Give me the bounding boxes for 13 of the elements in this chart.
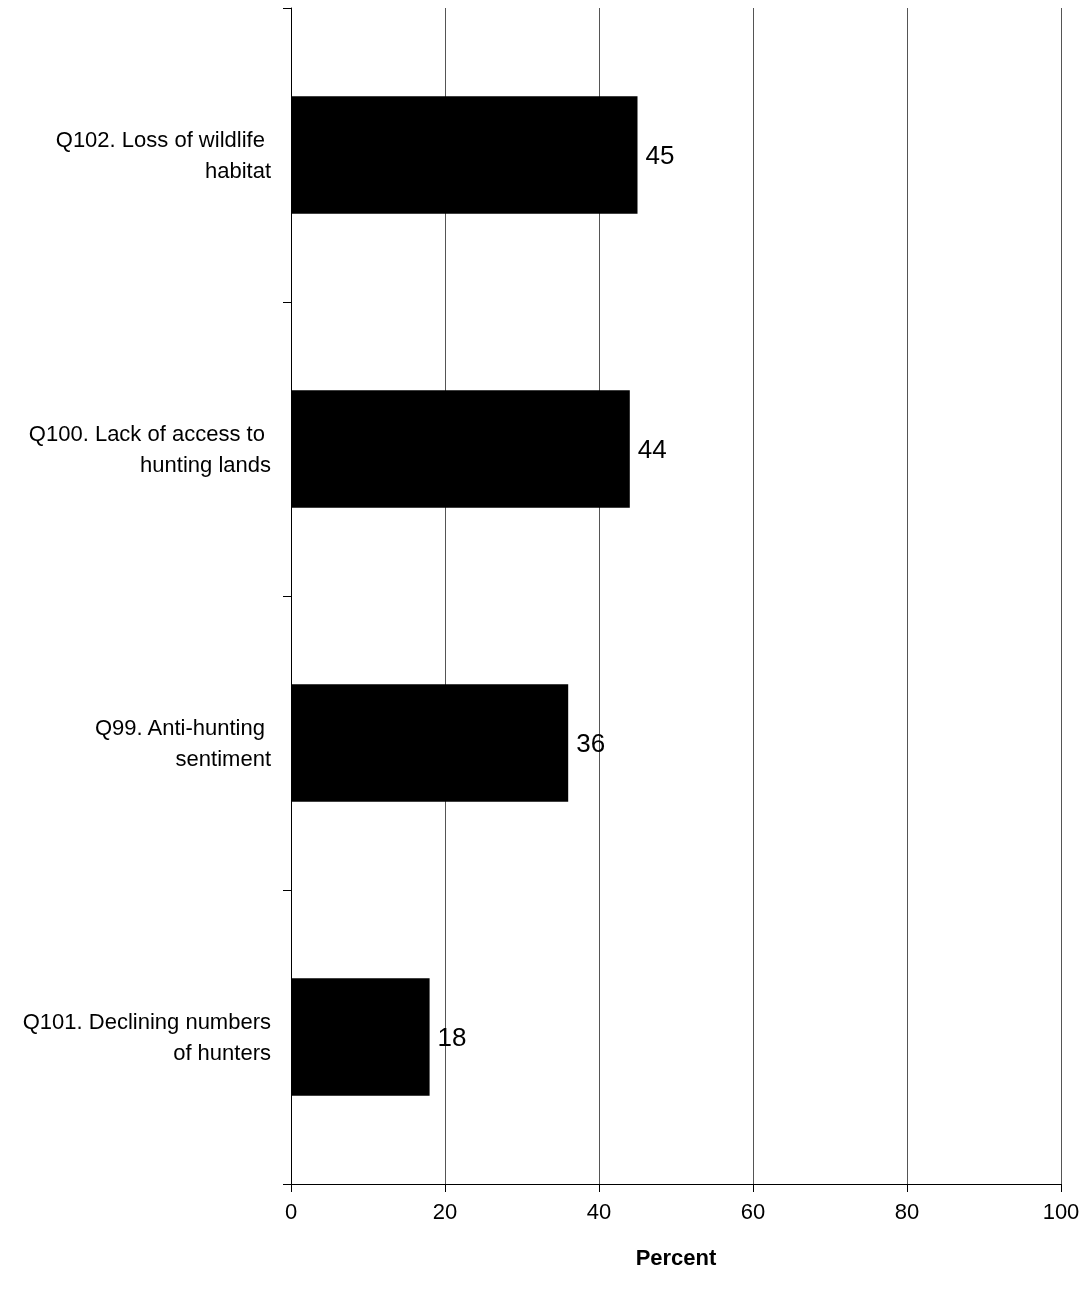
x-tick-label: 60 [740,1198,766,1224]
x-tick-label: 0 [284,1198,298,1224]
x-tick-label: 80 [894,1198,920,1224]
x-tick-label: 20 [432,1198,458,1224]
x-tick-label: 100 [1042,1198,1080,1224]
data-label: 45 [645,140,675,170]
y-tick-label: Q100. Lack of access to hunting lands [28,421,271,477]
x-tick-label: 40 [586,1198,612,1224]
x-axis-title: Percent [635,1244,718,1270]
y-tick-label: Q101. Declining numbers of hunters [22,1009,271,1065]
y-tick-label: Q102. Loss of wildlife habitat [55,127,271,183]
data-label: 44 [637,434,667,464]
y-tick-label: Q99. Anti-hunting sentiment [94,715,271,771]
